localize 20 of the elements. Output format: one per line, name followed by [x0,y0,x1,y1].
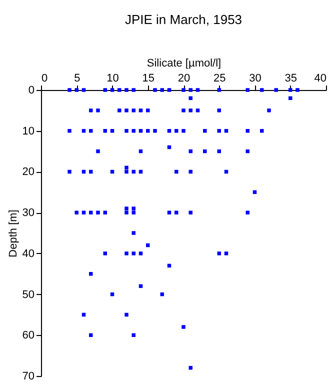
chart-title: JPIE in March, 1953 [124,12,242,27]
y-tick-label: 70 [22,370,34,382]
x-tick-label: 0 [42,72,48,84]
y-tick-label: 30 [22,207,34,220]
y-tick-label: 60 [22,330,34,342]
y-axis-title: Depth [m] [7,210,20,258]
x-tick-label: 40 [314,72,326,84]
y-tick-label: 0 [28,84,34,96]
x-tick-label: 15 [142,72,154,84]
x-tick-label: 20 [178,72,190,84]
x-tick-label: 35 [284,72,297,84]
x-tick-label: 30 [249,72,262,84]
y-tick-label: 10 [22,125,34,138]
x-tick-label: 25 [214,72,226,84]
y-tick-label: 50 [22,288,34,301]
x-axis-title: Silicate [µmol/l] [146,58,222,70]
x-tick-label: 10 [106,72,119,84]
x-tick-label: 5 [74,72,80,84]
y-tick-label: 20 [22,166,34,178]
y-tick-label: 40 [22,248,34,260]
